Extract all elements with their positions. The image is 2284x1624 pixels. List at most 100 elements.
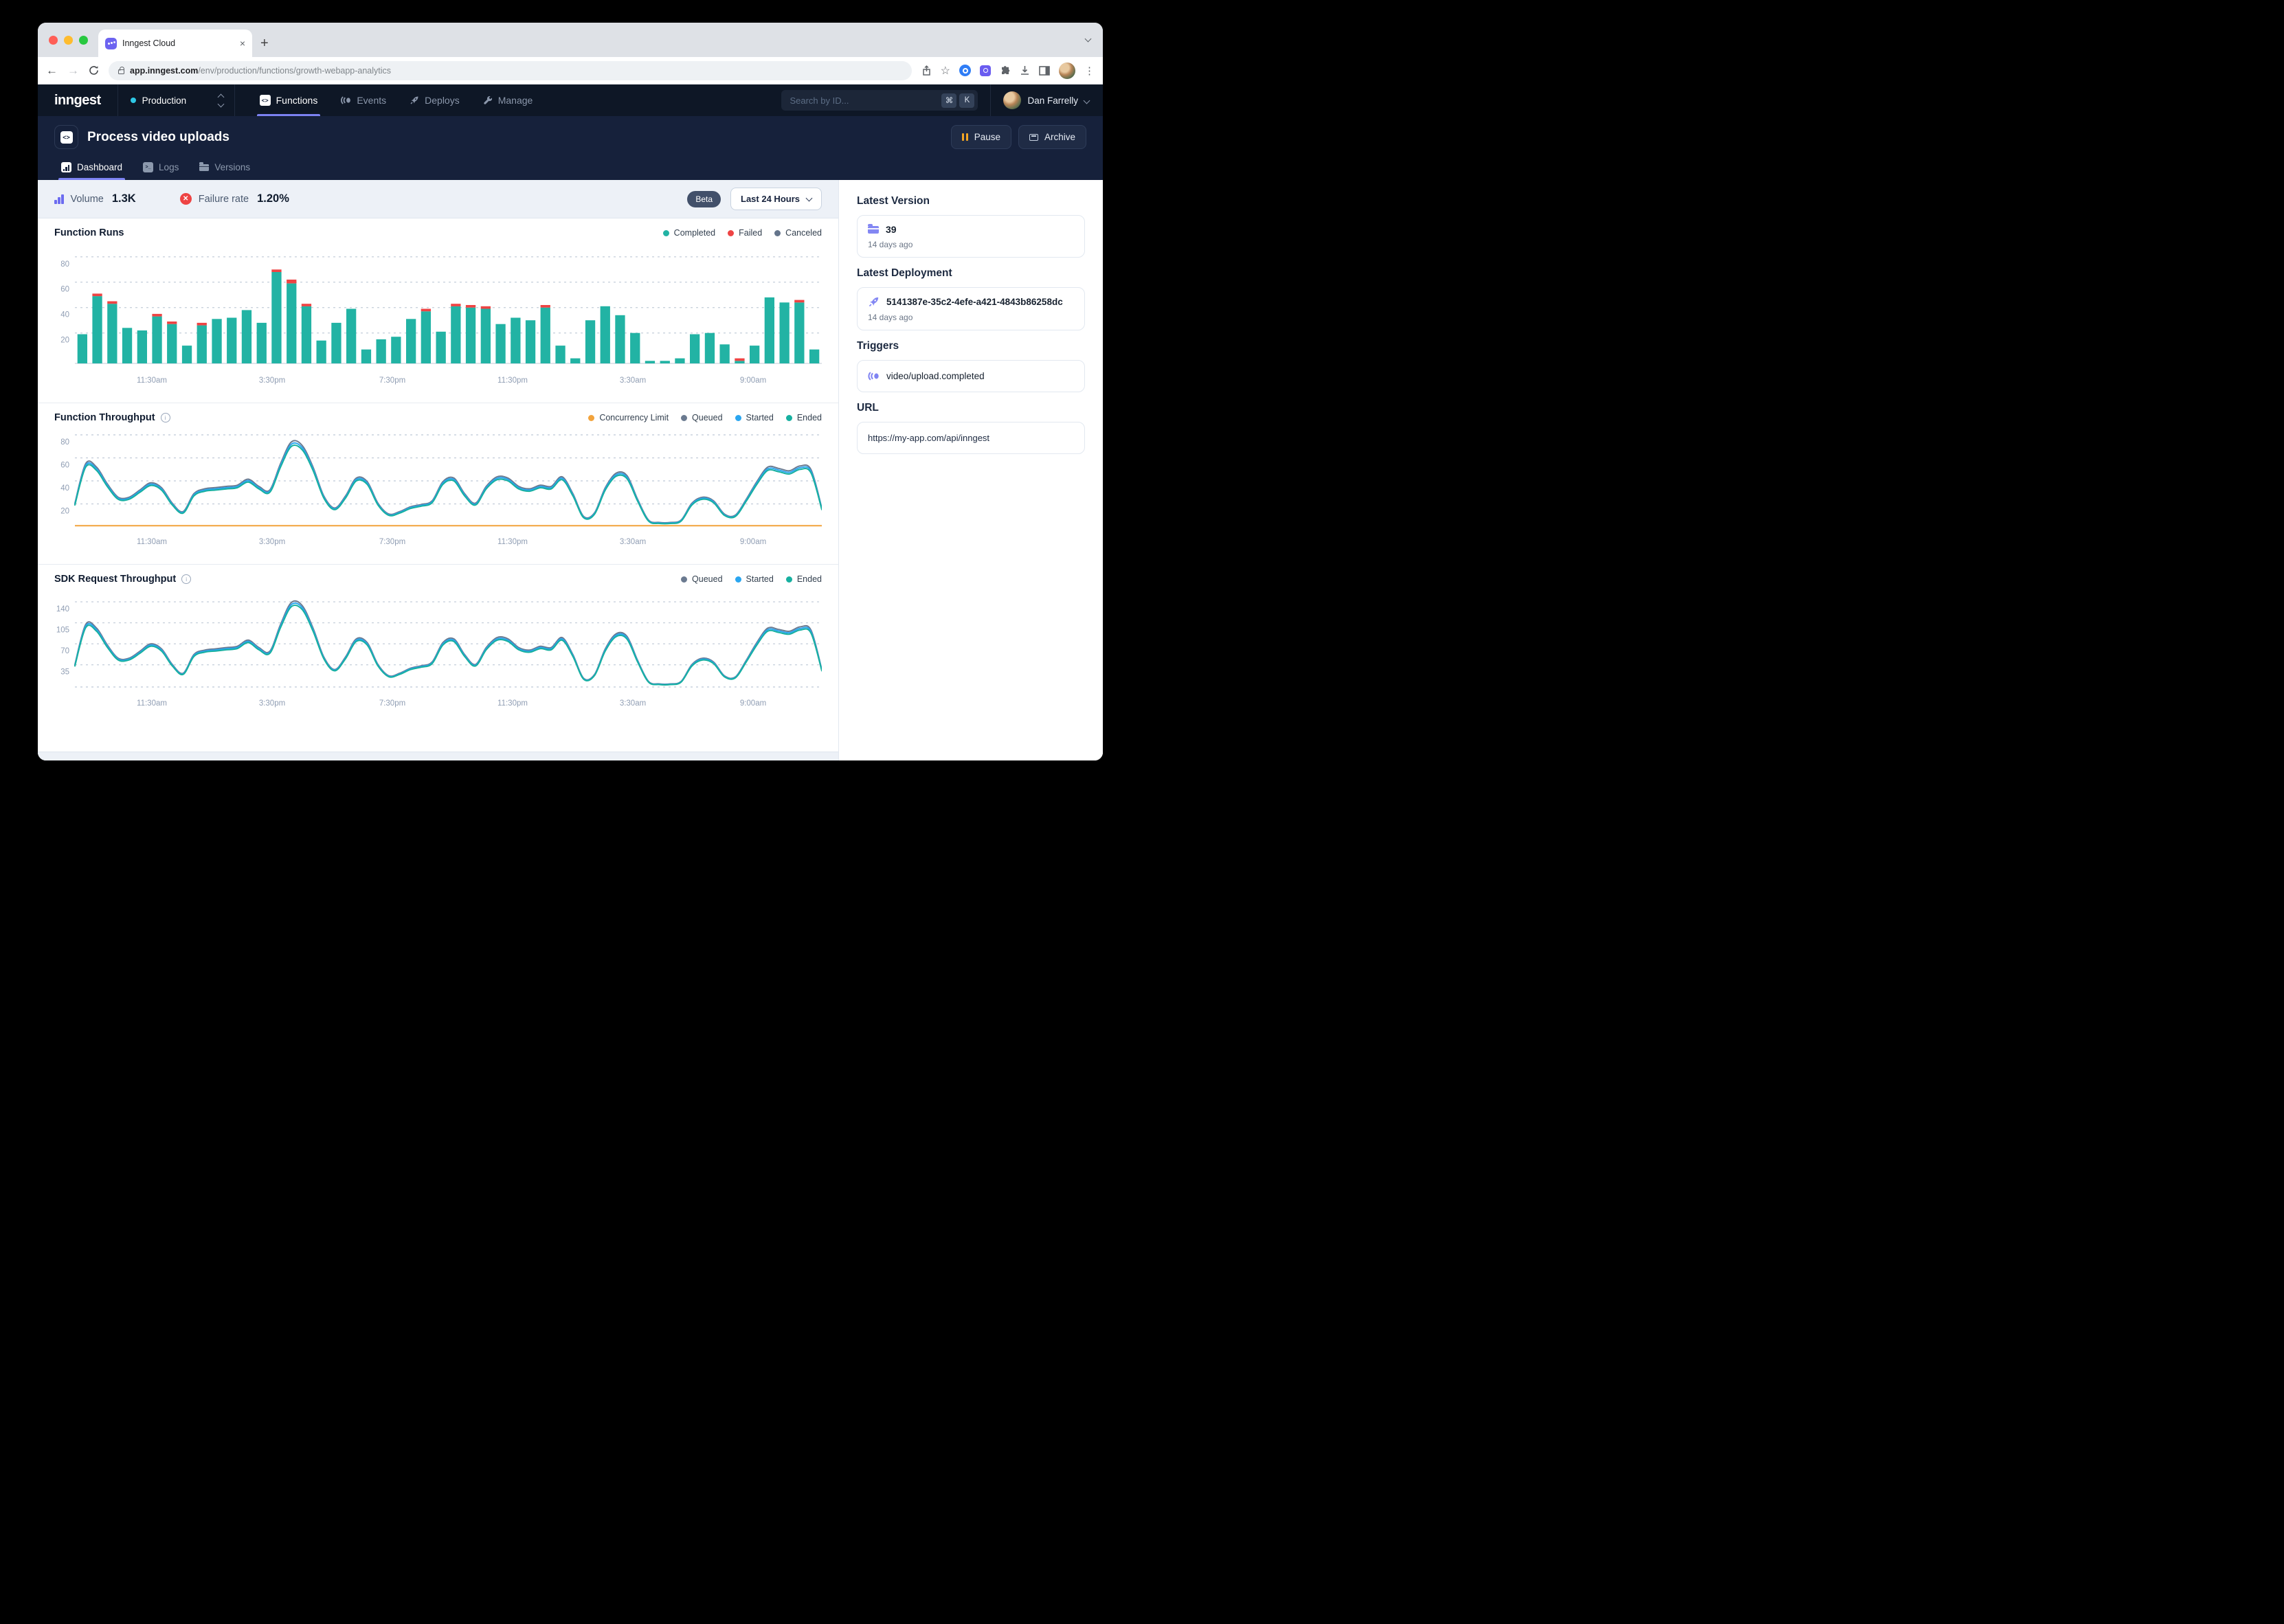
environment-picker-chevrons-icon	[217, 93, 225, 107]
nav-right: Search by ID... ⌘ K Dan Farrelly	[781, 84, 1103, 116]
tab-search-chevron-icon[interactable]	[1084, 35, 1092, 43]
svg-text:20: 20	[60, 508, 69, 516]
download-icon[interactable]	[1020, 65, 1030, 76]
rocket-icon	[410, 95, 419, 105]
event-trigger-icon	[868, 372, 879, 381]
browser-menu-icon[interactable]: ⋮	[1084, 65, 1095, 77]
time-range-dropdown[interactable]: Last 24 Hours	[730, 188, 822, 210]
svg-text:20: 20	[60, 337, 69, 345]
latest-deployment-card[interactable]: 5141387e-35c2-4efe-a421-4843b86258dc 14 …	[857, 287, 1085, 330]
svg-text:7:30pm: 7:30pm	[379, 538, 405, 546]
section-title: SDK Request Throughput	[54, 574, 177, 585]
nav-item-events[interactable]: Events	[331, 84, 396, 116]
legend-dot	[662, 229, 669, 236]
browser-tab[interactable]: Inngest Cloud ×	[98, 30, 252, 57]
inngest-logo[interactable]: inngest	[38, 84, 118, 116]
pause-button[interactable]: Pause	[951, 125, 1011, 149]
nav-item-functions[interactable]: <> Functions	[250, 84, 328, 116]
info-icon[interactable]: i	[181, 574, 192, 584]
environment-picker[interactable]: Production	[118, 84, 235, 116]
dashboard-icon	[61, 162, 71, 172]
legend-item: Ended	[785, 574, 822, 584]
function-throughput-section: Function Throughput i Concurrency Limit Q…	[38, 403, 838, 564]
password-manager-extension-icon[interactable]	[959, 65, 971, 76]
tab-logs[interactable]: >_ Logs	[136, 156, 186, 180]
triggers-heading: Triggers	[857, 340, 899, 352]
deployment-id: 5141387e-35c2-4efe-a421-4843b86258dc	[886, 297, 1063, 307]
failure-icon: ✕	[179, 193, 192, 205]
environment-name: Production	[142, 95, 187, 106]
user-name: Dan Farrelly	[1027, 95, 1078, 106]
legend-item: Ended	[785, 413, 822, 422]
latest-deployment-heading: Latest Deployment	[857, 267, 952, 279]
section-title: Function Runs	[54, 227, 124, 238]
bookmark-star-icon[interactable]: ☆	[940, 65, 950, 77]
extensions-puzzle-icon[interactable]	[1000, 65, 1011, 76]
close-window-button[interactable]	[49, 36, 58, 45]
svg-text:11:30pm: 11:30pm	[497, 538, 528, 546]
versions-folder-icon	[199, 162, 210, 171]
side-panel-icon[interactable]	[1039, 65, 1050, 76]
browser-window: Inngest Cloud × + ← → app.inngest.com/en…	[38, 23, 1103, 760]
info-icon[interactable]: i	[160, 413, 170, 422]
toolbar-icons: ☆ ⋮	[921, 62, 1095, 79]
svg-text:60: 60	[60, 462, 69, 470]
new-tab-button[interactable]: +	[260, 36, 269, 51]
app-top-nav: inngest Production <> Functions Events D	[38, 84, 1103, 116]
purple-extension-icon[interactable]	[980, 65, 991, 76]
user-menu[interactable]: Dan Farrelly	[990, 84, 1090, 116]
svg-text:140: 140	[56, 605, 69, 613]
legend-item: Started	[735, 574, 774, 584]
svg-text:11:30pm: 11:30pm	[497, 699, 528, 708]
nav-item-label: Deploys	[425, 95, 460, 106]
svg-text:60: 60	[60, 286, 69, 294]
tab-dashboard[interactable]: Dashboard	[54, 156, 129, 180]
function-tabs: Dashboard >_ Logs Versions	[54, 156, 1086, 180]
minimize-window-button[interactable]	[64, 36, 73, 45]
address-bar[interactable]: app.inngest.com/env/production/functions…	[109, 60, 912, 80]
trigger-card[interactable]: video/upload.completed	[857, 360, 1085, 392]
svg-text:3:30am: 3:30am	[620, 376, 646, 385]
browser-toolbar: ← → app.inngest.com/env/production/funct…	[38, 57, 1103, 84]
tab-versions[interactable]: Versions	[192, 156, 257, 180]
url-card[interactable]: https://my-app.com/api/inngest	[857, 422, 1085, 454]
svg-text:3:30pm: 3:30pm	[259, 376, 285, 385]
nav-item-manage[interactable]: Manage	[473, 84, 543, 116]
svg-text:35: 35	[60, 668, 69, 677]
share-icon[interactable]	[921, 65, 932, 76]
chart-legend: Completed Failed Canceled	[662, 228, 822, 238]
forward-icon[interactable]: →	[67, 63, 79, 77]
nav-item-label: Functions	[276, 95, 318, 106]
svg-text:9:00am: 9:00am	[740, 376, 766, 385]
desktop-background: Inngest Cloud × + ← → app.inngest.com/en…	[0, 0, 1142, 812]
search-input[interactable]: Search by ID... ⌘ K	[781, 90, 978, 111]
volume-icon	[54, 194, 64, 204]
legend-dot	[728, 229, 735, 236]
user-avatar	[1003, 91, 1022, 109]
legend-item: Started	[735, 413, 774, 422]
legend-dot	[735, 576, 741, 583]
nav-item-deploys[interactable]: Deploys	[400, 84, 469, 116]
pause-icon	[962, 133, 968, 141]
next-section-edge	[38, 752, 838, 760]
legend-item: Completed	[662, 228, 715, 238]
legend-item: Concurrency Limit	[588, 413, 669, 422]
latest-version-time: 14 days ago	[868, 240, 913, 249]
svg-text:9:00am: 9:00am	[740, 538, 766, 546]
logs-terminal-icon: >_	[143, 162, 154, 172]
browser-profile-avatar[interactable]	[1059, 62, 1075, 79]
nav-item-label: Events	[357, 95, 387, 106]
tab-close-icon[interactable]: ×	[239, 38, 245, 49]
archive-button[interactable]: Archive	[1018, 125, 1086, 149]
time-range-value: Last 24 Hours	[741, 194, 800, 204]
back-icon[interactable]: ←	[46, 63, 58, 77]
window-controls[interactable]	[49, 36, 88, 45]
latest-version-card[interactable]: 39 14 days ago	[857, 215, 1085, 258]
deployment-rocket-icon	[869, 297, 879, 307]
zoom-window-button[interactable]	[79, 36, 88, 45]
legend-dot	[774, 229, 781, 236]
archive-icon	[1029, 133, 1038, 141]
reload-icon[interactable]	[89, 65, 99, 76]
svg-text:80: 80	[60, 438, 69, 447]
svg-text:80: 80	[60, 260, 69, 269]
